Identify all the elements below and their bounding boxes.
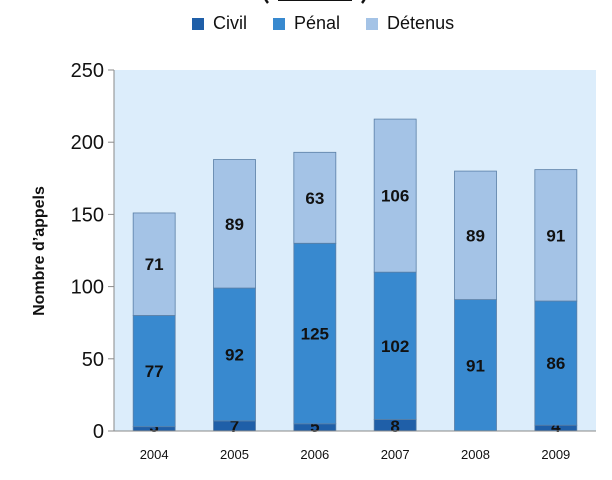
bar-segment-détenus: [132, 212, 176, 316]
y-tick-label: 0: [93, 421, 104, 443]
data-label: 89: [225, 215, 244, 234]
data-label: 4: [551, 417, 561, 436]
legend-swatch-penal: [273, 17, 285, 30]
data-label: 91: [546, 226, 565, 245]
data-label: 86: [546, 354, 565, 373]
y-tick-label: 50: [82, 349, 104, 371]
legend-item-detenus: Détenus: [366, 13, 454, 34]
data-label: 8: [390, 417, 399, 436]
x-tick-label: 2006: [300, 447, 329, 462]
legend-swatch-civil: [192, 17, 204, 30]
x-tick-label: 2004: [140, 447, 169, 462]
data-label: 5: [310, 417, 319, 436]
bar-segment-pénal: [132, 315, 176, 428]
bar-segment-pénal: [454, 299, 497, 432]
bar-segment-pénal: [373, 271, 417, 420]
data-label: 106: [381, 187, 409, 206]
bars-group: 37771792895125638102106918948691: [132, 118, 578, 436]
data-label: 91: [466, 356, 485, 375]
bar-segment-détenus: [293, 151, 337, 244]
x-tick-label: 2009: [541, 447, 570, 462]
chart-legend: Civil Pénal Détenus: [192, 13, 454, 34]
x-tick-label: 2007: [381, 447, 410, 462]
bar-segment-pénal: [293, 242, 337, 425]
data-label: 63: [305, 189, 324, 208]
legend-label-civil: Civil: [213, 13, 247, 33]
y-axis-label: Nombre d’appels: [31, 186, 48, 316]
data-label: 125: [301, 325, 329, 344]
legend-swatch-detenus: [366, 17, 379, 30]
bar-segment-détenus: [373, 118, 417, 273]
data-label: 71: [145, 255, 164, 274]
bar-segment-détenus: [454, 170, 497, 300]
y-tick-label: 100: [71, 277, 104, 299]
cropped-title-fragment: [260, 0, 370, 4]
x-tick-label: 2008: [461, 447, 490, 462]
legend-item-penal: Pénal: [273, 13, 340, 34]
y-tick-label: 150: [71, 204, 104, 226]
y-tick-label: 200: [71, 132, 104, 154]
x-axis: 2004 2005 2006 2007 2008 2009: [114, 430, 596, 462]
data-label: 7: [230, 417, 239, 436]
y-axis: 0 50 100 150 200 250: [71, 60, 115, 443]
bar-segment-détenus: [534, 169, 578, 302]
plot-area: [114, 70, 596, 431]
bar-segment-détenus: [213, 159, 256, 289]
x-tick-label: 2005: [220, 447, 249, 462]
legend-label-penal: Pénal: [294, 13, 341, 33]
data-label: 102: [381, 337, 409, 356]
legend-label-detenus: Détenus: [387, 13, 455, 33]
data-label: 92: [225, 345, 244, 364]
data-label: 77: [145, 362, 164, 381]
y-tick-label: 250: [71, 60, 104, 82]
data-label: 89: [466, 226, 485, 245]
legend-item-civil: Civil: [192, 13, 247, 34]
